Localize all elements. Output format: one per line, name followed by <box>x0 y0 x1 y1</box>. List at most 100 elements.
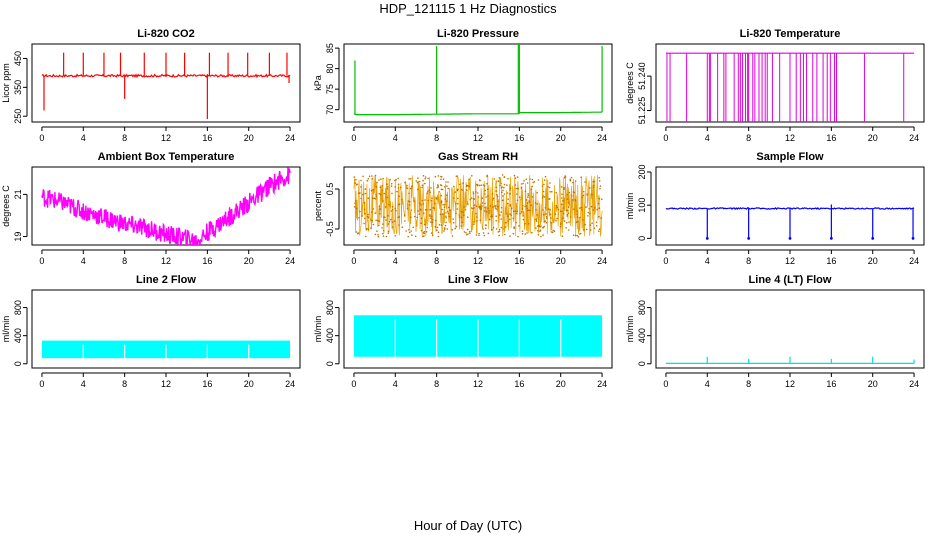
data-point <box>416 216 419 219</box>
x-tick-label: 16 <box>514 256 524 266</box>
data-point <box>501 174 504 176</box>
chart-title: Li-820 Pressure <box>437 28 519 40</box>
data-point <box>509 187 512 190</box>
data-point <box>424 182 426 185</box>
series-data <box>41 52 291 120</box>
data-point <box>388 204 390 206</box>
data-point <box>495 186 498 189</box>
data-point <box>581 209 583 211</box>
data-point <box>371 197 374 200</box>
data-point <box>582 194 585 197</box>
y-axis-label: kPa <box>313 75 323 91</box>
data-point <box>577 220 579 223</box>
data-point <box>524 190 527 192</box>
data-point <box>553 230 556 232</box>
data-point <box>394 207 397 210</box>
data-point <box>485 210 488 213</box>
data-point <box>544 207 547 209</box>
data-point <box>372 189 374 191</box>
data-point <box>533 181 536 183</box>
data-point <box>354 202 356 205</box>
data-point <box>422 203 425 205</box>
data-point <box>355 207 358 210</box>
data-point <box>526 182 529 184</box>
data-point <box>470 197 473 199</box>
data-point <box>367 213 369 216</box>
y-axis-label: ml/min <box>313 316 323 343</box>
x-tick-label: 4 <box>81 133 86 143</box>
x-tick-label: 0 <box>663 133 668 143</box>
data-point <box>404 220 406 222</box>
data-point <box>587 211 590 214</box>
data-point <box>579 216 581 219</box>
data-point <box>515 187 518 190</box>
data-point <box>386 183 388 185</box>
data-point <box>484 202 486 205</box>
data-point <box>549 213 552 216</box>
chart-ambient-box-temperature: Ambient Box Temperature 0 4 8 12 16 20 24 19 21de… <box>1 151 301 266</box>
data-point <box>445 200 448 202</box>
data-point <box>482 184 485 186</box>
x-tick-label: 4 <box>705 256 710 266</box>
data-point <box>382 235 385 237</box>
data-point <box>417 210 419 212</box>
x-tick-label: 16 <box>514 133 524 143</box>
data-point <box>516 176 519 178</box>
data-point <box>419 202 421 205</box>
data-point <box>505 221 507 224</box>
data-point <box>495 193 498 196</box>
data-point <box>430 199 433 202</box>
data-point <box>458 214 461 216</box>
data-point <box>434 202 436 205</box>
data-point <box>495 228 498 230</box>
data-point <box>391 192 393 195</box>
series-data <box>353 315 603 357</box>
data-point <box>473 204 476 206</box>
data-point <box>362 193 364 196</box>
data-point <box>358 216 360 219</box>
data-point <box>493 178 496 180</box>
data-point <box>360 197 362 200</box>
y-tick-label: 800 <box>325 300 335 315</box>
x-tick-label: 24 <box>285 379 295 389</box>
data-point <box>524 233 526 235</box>
data-point <box>414 235 417 238</box>
data-point <box>468 230 471 233</box>
data-point <box>498 228 501 231</box>
data-point <box>560 222 562 224</box>
data-point <box>374 233 377 236</box>
data-point <box>567 202 570 204</box>
x-tick-label: 8 <box>434 133 439 143</box>
data-point <box>406 207 409 210</box>
data-point <box>598 215 600 218</box>
y-tick-label: 100 <box>637 198 647 213</box>
data-point <box>516 210 518 212</box>
data-point <box>563 187 565 189</box>
data-point <box>592 209 595 211</box>
data-point <box>515 221 517 224</box>
data-point <box>530 204 532 207</box>
data-point <box>384 206 387 208</box>
data-point <box>387 223 390 225</box>
chart-title: Line 3 Flow <box>448 274 508 286</box>
data-point <box>556 217 558 220</box>
data-point <box>522 205 524 207</box>
data-point <box>469 198 472 201</box>
data-point <box>517 235 519 238</box>
data-point <box>506 202 509 205</box>
data-point <box>390 185 393 187</box>
data-point <box>488 209 490 212</box>
y-axis-label: ml/min <box>625 316 635 343</box>
data-point <box>361 215 363 217</box>
page-title: HDP_121115 1 Hz Diagnostics <box>379 1 557 16</box>
data-point <box>526 232 528 234</box>
data-point <box>436 226 439 229</box>
data-point <box>561 210 563 213</box>
data-point <box>406 187 409 190</box>
data-point <box>581 196 583 198</box>
data-point <box>528 200 530 202</box>
data-point <box>431 197 433 199</box>
chart-title: Line 4 (LT) Flow <box>749 274 832 286</box>
data-point <box>431 215 433 218</box>
